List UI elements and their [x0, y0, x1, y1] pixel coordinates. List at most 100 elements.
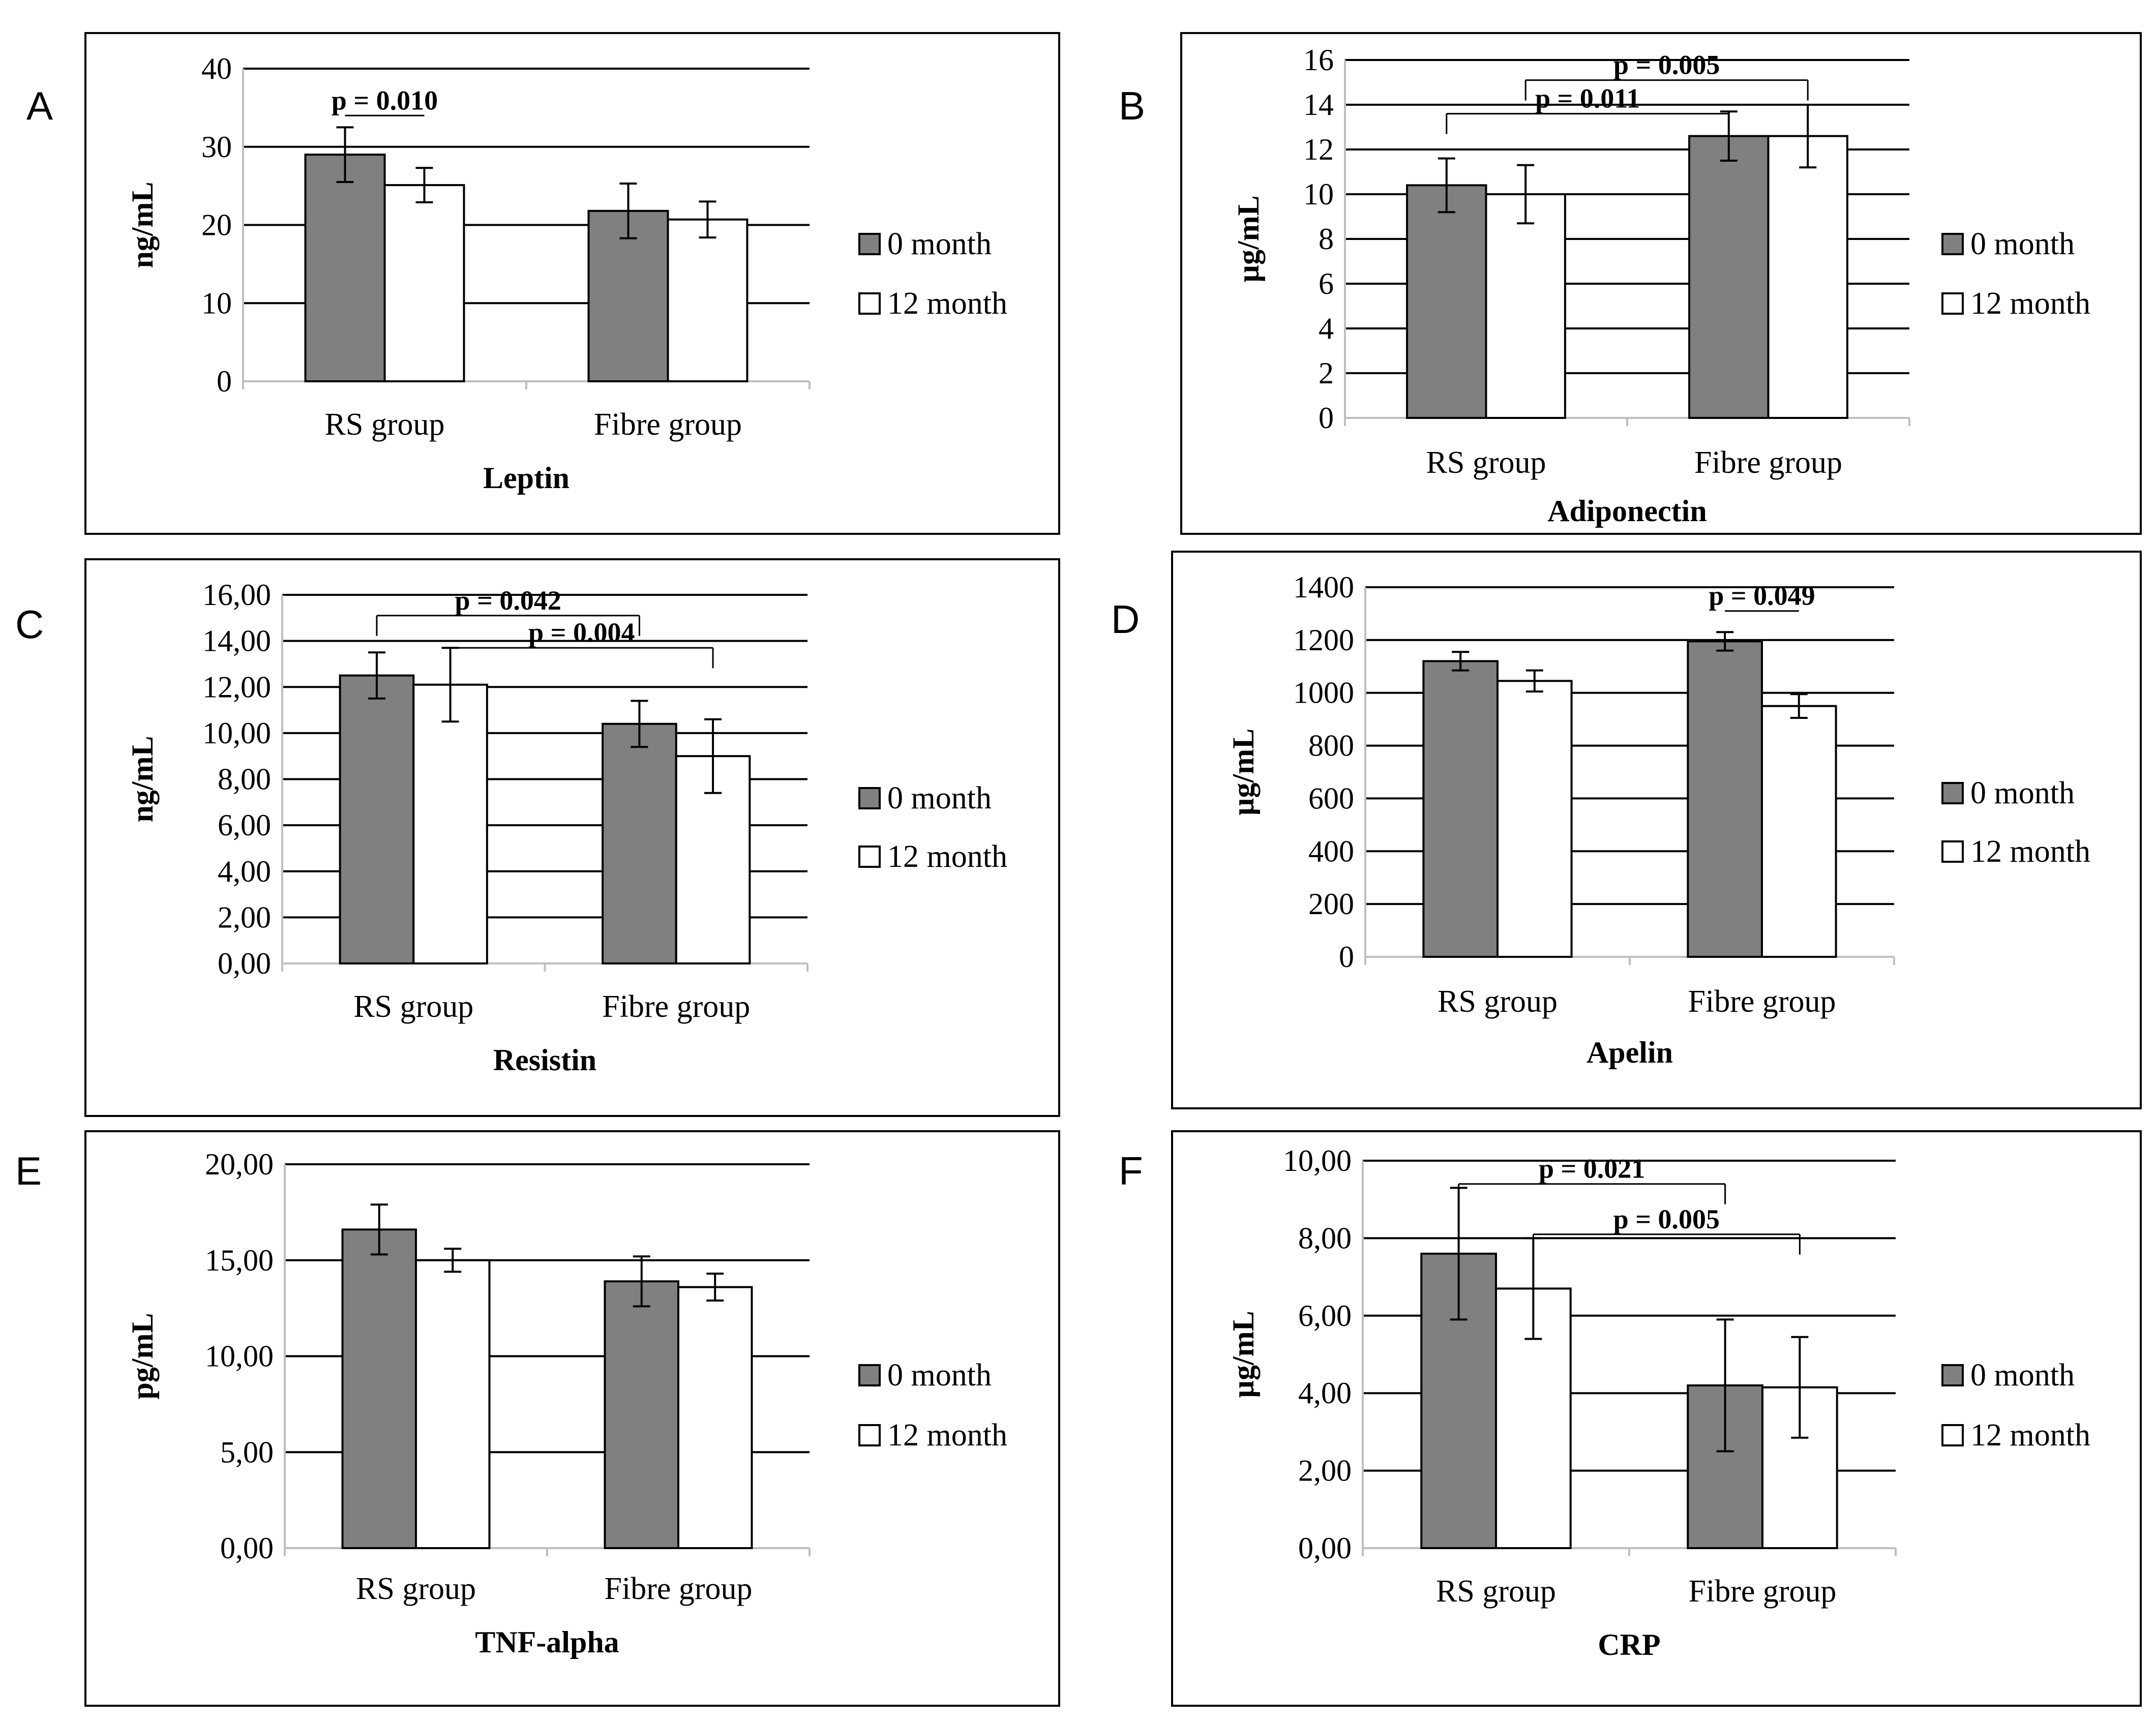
- category-label: Fibre group: [1688, 984, 1836, 1019]
- legend-label: 0 month: [887, 1358, 992, 1393]
- y-tick-label: 600: [1308, 781, 1354, 815]
- y-tick-label: 6,00: [1298, 1299, 1352, 1333]
- p-value-label: p = 0.042: [455, 585, 561, 616]
- legend-label: 12 month: [887, 1418, 1007, 1453]
- y-tick-label: 14: [1303, 88, 1334, 122]
- y-axis-title: ng/mL: [126, 736, 159, 822]
- panel-letter: A: [26, 83, 53, 128]
- y-tick-label: 30: [201, 130, 232, 164]
- panel-frame: [1171, 551, 2142, 1109]
- p-value-label: p = 0.005: [1613, 50, 1720, 80]
- y-tick-label: 10: [1303, 177, 1334, 211]
- bar-12-month-fibre: [667, 218, 748, 382]
- y-tick-label: 400: [1308, 834, 1354, 868]
- bar-0-month-fibre: [1688, 135, 1770, 419]
- y-tick-label: 16,00: [202, 578, 271, 612]
- y-tick-label: 4,00: [1298, 1376, 1352, 1410]
- y-tick-label: 20,00: [205, 1147, 274, 1181]
- legend-swatch: [1941, 233, 1964, 255]
- legend-swatch: [1941, 840, 1964, 863]
- legend-swatch: [858, 292, 881, 315]
- chart-panel-d: D 0 200 400 600 800 1000 1200 1400 p = 0.049 RS gr…: [1111, 551, 2142, 1109]
- category-label: Fibre group: [594, 407, 742, 442]
- panel-frame: [1180, 32, 2142, 535]
- y-tick-label: 12: [1303, 133, 1334, 166]
- y-tick-label: 8,00: [1298, 1221, 1352, 1255]
- y-axis-title: pg/mL: [126, 1313, 159, 1399]
- legend-swatch: [1941, 1364, 1964, 1386]
- bar-12-month-fibre: [1767, 135, 1848, 419]
- y-tick-label: 12,00: [202, 670, 271, 704]
- y-tick-label: 0,00: [220, 1531, 274, 1565]
- y-axis-title: µg/mL: [1232, 195, 1265, 282]
- bar-0-month-rs: [304, 154, 386, 382]
- legend-swatch: [858, 1364, 881, 1386]
- legend-label: 12 month: [887, 839, 1007, 874]
- category-label: RS group: [1436, 1574, 1556, 1609]
- bar-12-month-rs: [415, 1259, 491, 1549]
- category-label: RS group: [353, 989, 473, 1024]
- y-tick-label: 20: [201, 208, 232, 242]
- y-tick-label: 14,00: [202, 624, 271, 658]
- bar-0-month-fibre: [1687, 640, 1763, 958]
- y-tick-label: 2,00: [1298, 1454, 1352, 1488]
- y-tick-label: 200: [1308, 887, 1354, 921]
- category-label: Fibre group: [604, 1572, 752, 1606]
- legend-swatch: [858, 233, 881, 255]
- legend-swatch: [858, 1424, 881, 1446]
- panel-frame: [84, 32, 1060, 535]
- bar-12-month-rs: [1485, 193, 1566, 419]
- bar-12-month-rs: [412, 683, 488, 964]
- y-tick-label: 0,00: [1298, 1531, 1352, 1565]
- y-axis-title: ng/mL: [126, 182, 159, 268]
- y-tick-label: 2,00: [218, 900, 271, 934]
- category-label: RS group: [356, 1572, 476, 1606]
- p-value-label: p = 0.004: [528, 617, 635, 648]
- legend-label: 12 month: [1970, 286, 2090, 321]
- y-tick-label: 4,00: [218, 855, 271, 888]
- x-axis-title: TNF-alpha: [475, 1625, 619, 1659]
- y-tick-label: 2: [1319, 356, 1334, 390]
- y-tick-label: 4: [1319, 312, 1334, 345]
- bar-12-month-fibre: [677, 1286, 753, 1550]
- legend-label: 0 month: [1970, 227, 2075, 261]
- panel-letter: C: [15, 602, 44, 647]
- legend-label: 0 month: [887, 227, 992, 261]
- y-tick-label: 8,00: [218, 763, 271, 796]
- y-tick-label: 1400: [1293, 570, 1354, 604]
- y-axis-title: µg/mL: [1226, 1311, 1260, 1398]
- y-tick-label: 10,00: [1283, 1144, 1352, 1177]
- y-tick-label: 10,00: [202, 716, 271, 750]
- panel-letter: B: [1119, 83, 1145, 128]
- y-tick-label: 10,00: [205, 1340, 274, 1373]
- legend-swatch: [1941, 292, 1964, 315]
- y-tick-label: 800: [1308, 729, 1354, 763]
- y-tick-label: 16: [1303, 43, 1334, 77]
- panel-letter: E: [15, 1149, 42, 1193]
- legend-swatch: [858, 845, 881, 868]
- panel-frame: [84, 1130, 1060, 1707]
- chart-panel-a: A 0 10 20 30 40 p = 0.010 RS group Fibre group Le…: [26, 32, 1060, 535]
- panel-letter: D: [1111, 597, 1140, 642]
- category-label: Fibre group: [1688, 1574, 1836, 1609]
- panel-frame: [1171, 1130, 2142, 1707]
- bar-0-month-rs: [1422, 660, 1499, 958]
- legend-swatch: [858, 787, 881, 809]
- category-label: RS group: [325, 407, 445, 442]
- legend-label: 0 month: [1970, 1358, 2075, 1393]
- y-axis-title: µg/mL: [1226, 729, 1260, 815]
- bar-0-month-rs: [339, 674, 415, 964]
- y-tick-label: 8: [1319, 222, 1334, 256]
- bar-0-month-fibre: [602, 722, 677, 964]
- chart-panel-c: C 0,00 2,00 4,00 6,00 8,00 10,00 12,00 14,00 16,0…: [15, 558, 1060, 1117]
- panel-frame: [84, 558, 1060, 1117]
- legend-swatch: [1941, 782, 1964, 804]
- category-label: Fibre group: [602, 989, 750, 1024]
- category-label: RS group: [1438, 984, 1558, 1019]
- x-axis-title: Apelin: [1586, 1036, 1673, 1069]
- bar-12-month-rs: [1496, 680, 1573, 958]
- y-tick-label: 15,00: [205, 1244, 274, 1277]
- p-value-label: p = 0.021: [1539, 1154, 1645, 1184]
